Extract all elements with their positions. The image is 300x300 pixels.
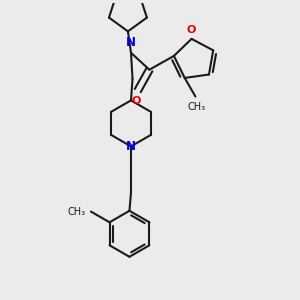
Text: CH₃: CH₃ [67,207,86,217]
Text: O: O [187,25,196,35]
Text: N: N [126,140,136,153]
Text: O: O [131,96,141,106]
Text: CH₃: CH₃ [188,102,206,112]
Text: N: N [126,36,136,49]
